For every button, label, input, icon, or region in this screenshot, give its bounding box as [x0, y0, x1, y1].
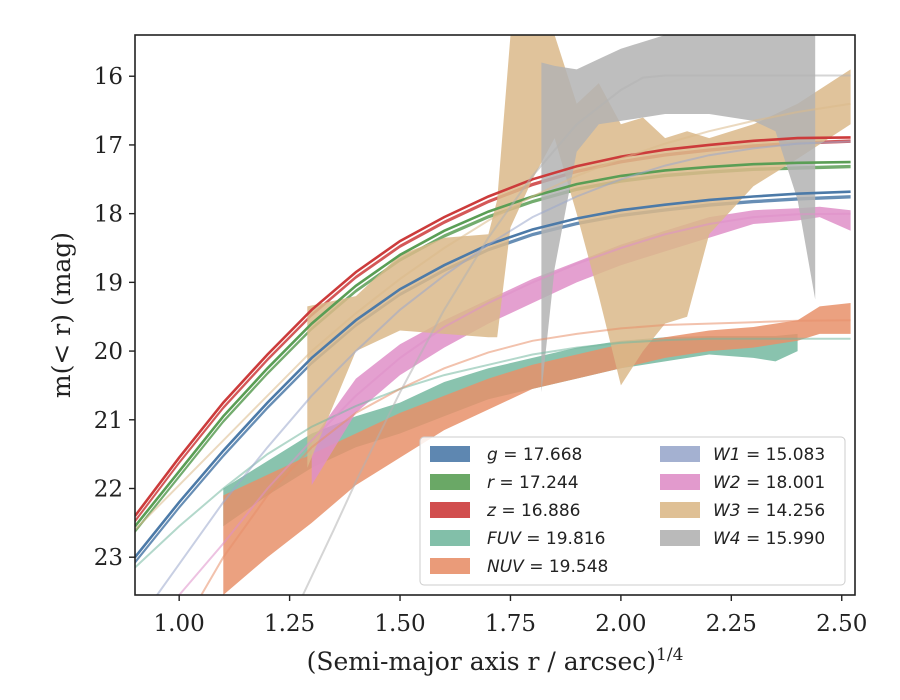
model-line-z	[135, 136, 851, 517]
legend-label-nuv: NUV = 19.548	[487, 557, 608, 577]
x-tick-label: 1.75	[485, 611, 536, 637]
y-axis-label: m(< r) (mag)	[47, 232, 76, 398]
model-line-w1	[156, 140, 851, 595]
legend-frame	[419, 436, 846, 586]
axis-ticks: 1.00 1.25 1.50 1.75 2.00 2.25 2.50 16 17 18 19 20 21…	[94, 64, 868, 637]
x-axis-label-text: (Semi-major axis r / arcsec)	[307, 647, 656, 676]
model-line-w3	[135, 102, 851, 531]
x-tick-label: 2.25	[706, 611, 757, 637]
band-nuv	[223, 303, 851, 595]
y-tick-label: 16	[94, 64, 123, 90]
y-tick-label: 17	[94, 133, 123, 159]
legend-swatch-nuv	[430, 558, 470, 574]
model-line-r	[135, 160, 851, 528]
legend-label-w2: W2 = 18.001	[713, 473, 825, 493]
y-tick-label: 18	[94, 202, 123, 228]
legend-swatch-w3	[660, 502, 700, 518]
legend-swatch-g	[430, 446, 470, 462]
plot-frame	[134, 34, 856, 596]
y-tick-label: 20	[94, 339, 123, 365]
legend-label-z: z = 16.886	[486, 501, 580, 521]
legend-label-w4: W4 = 15.990	[713, 529, 825, 549]
model-line-w2	[178, 212, 851, 595]
legend: g = 17.668 r = 17.244 z = 16.886 FUV = 19.8…	[419, 436, 846, 586]
legend-swatch-w4	[660, 530, 700, 546]
y-tick-label: 23	[94, 545, 123, 571]
x-tick-label: 1.25	[264, 611, 315, 637]
model-line-w4	[301, 74, 851, 595]
x-axis-label-power: 1/4	[656, 645, 683, 665]
legend-swatch-z	[430, 502, 470, 518]
model-curves	[135, 74, 851, 595]
x-tick-label: 1.50	[374, 611, 425, 637]
y-tick-label: 21	[94, 408, 123, 434]
legend-swatch-fuv	[430, 530, 470, 546]
legend-label-r: r = 17.244	[487, 473, 579, 493]
x-tick-label: 2.00	[595, 611, 646, 637]
legend-swatch-w2	[660, 474, 700, 490]
legend-label-w1: W1 = 15.083	[713, 445, 825, 465]
legend-label-w3: W3 = 14.256	[713, 501, 825, 521]
x-tick-label: 1.00	[154, 611, 205, 637]
y-tick-label: 22	[94, 476, 123, 502]
legend-label-fuv: FUV = 19.816	[487, 529, 605, 549]
x-axis-label: (Semi-major axis r / arcsec)1/4	[307, 645, 684, 676]
y-tick-label: 19	[94, 270, 123, 296]
model-line-nuv	[200, 319, 851, 595]
legend-label-g: g = 17.668	[487, 445, 582, 465]
legend-swatch-w1	[660, 446, 700, 462]
band-w4	[541, 35, 816, 393]
x-tick-label: 2.50	[816, 611, 867, 637]
legend-swatch-r	[430, 474, 470, 490]
